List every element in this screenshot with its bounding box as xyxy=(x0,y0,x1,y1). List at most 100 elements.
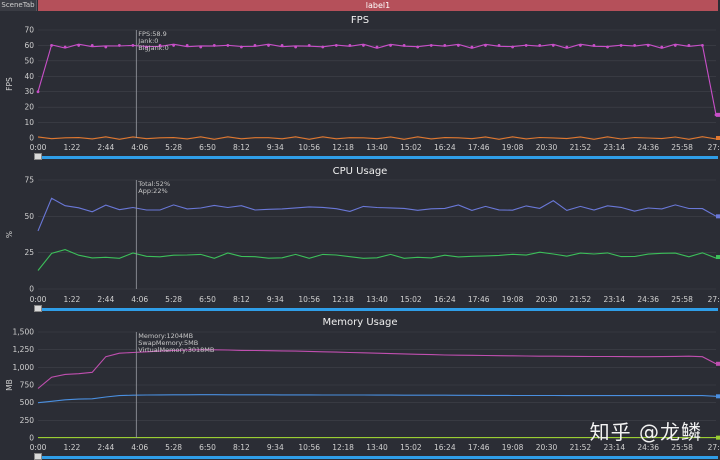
fps-data-point xyxy=(321,45,325,49)
fps-data-point xyxy=(294,45,298,49)
fps-data-point xyxy=(145,45,148,49)
fps-data-point xyxy=(172,44,176,47)
memory-y-axis-label: MB xyxy=(5,379,14,391)
fps-y-tick-label: 60 xyxy=(24,41,34,50)
fps-data-point xyxy=(375,45,379,49)
fps-data-point xyxy=(267,44,270,47)
fps-data-point xyxy=(389,44,392,47)
tab-bar: SceneTab label1 xyxy=(0,0,720,12)
cpu-x-tick-label: 6:50 xyxy=(199,295,216,304)
cpu-x-tick-label: 25:58 xyxy=(671,295,693,304)
fps-data-point xyxy=(687,44,691,47)
memory-cursor-annotation: VirtualMemory:3018MB xyxy=(138,346,214,354)
fps-chart-title: FPS xyxy=(350,15,370,26)
fps-data-point xyxy=(429,44,433,47)
memory-x-tick-label: 8:12 xyxy=(233,443,250,452)
memory-y-tick-label: 250 xyxy=(20,416,35,425)
fps-data-point xyxy=(511,45,514,49)
memory-scrollbar[interactable] xyxy=(42,456,718,459)
cpu-scrollbar[interactable] xyxy=(42,308,718,311)
fps-x-tick-label: 20:30 xyxy=(536,143,558,152)
memory-y-tick-label: 1,000 xyxy=(13,363,35,372)
memory-x-tick-label: 2:44 xyxy=(97,443,114,452)
fps-data-point xyxy=(240,45,243,49)
cpu-scroll-handle[interactable] xyxy=(34,305,42,312)
memory-x-tick-label: 13:40 xyxy=(366,443,388,452)
watermark-text: 知乎 @龙鳞 xyxy=(589,420,702,444)
tab-label1[interactable]: label1 xyxy=(38,0,718,11)
fps-x-tick-label: 0:00 xyxy=(30,143,47,152)
fps-data-point xyxy=(660,45,664,49)
fps-x-tick-label: 15:02 xyxy=(400,143,422,152)
memory-series-line-0 xyxy=(37,349,717,389)
memory-x-tick-label: 23:14 xyxy=(603,443,625,452)
memory-series-marker-2 xyxy=(716,435,720,440)
fps-y-tick-label: 20 xyxy=(24,103,34,112)
fps-data-point xyxy=(619,44,623,47)
cpu-x-tick-label: 1:22 xyxy=(63,295,80,304)
fps-data-point xyxy=(280,44,284,47)
cpu-series-line-1 xyxy=(37,249,717,271)
fps-data-point xyxy=(402,44,406,47)
fps-x-tick-label: 8:12 xyxy=(233,143,250,152)
fps-data-point xyxy=(416,45,420,49)
memory-x-tick-label: 16:24 xyxy=(434,443,456,452)
memory-x-tick-label: 9:34 xyxy=(267,443,284,452)
cpu-x-tick-label: 15:02 xyxy=(400,295,422,304)
fps-series-line-0 xyxy=(37,43,717,115)
fps-x-tick-label: 16:24 xyxy=(434,143,456,152)
cpu-series-line-0 xyxy=(37,197,717,232)
cpu-x-tick-label: 5:28 xyxy=(165,295,182,304)
fps-x-tick-label: 2:44 xyxy=(97,143,114,152)
memory-y-tick-label: 0 xyxy=(29,434,34,443)
memory-x-tick-label: 12:18 xyxy=(332,443,354,452)
fps-scrollbar[interactable] xyxy=(42,156,718,159)
fps-x-tick-label: 24:36 xyxy=(637,143,659,152)
fps-cursor-annotation: BigJank:0 xyxy=(138,44,169,52)
fps-data-point xyxy=(565,45,569,49)
cpu-x-tick-label: 8:12 xyxy=(233,295,250,304)
fps-data-point xyxy=(484,44,487,47)
fps-y-tick-label: 30 xyxy=(24,87,34,96)
fps-x-tick-label: 1:22 xyxy=(63,143,80,152)
fps-cursor-annotation: FPS:58.9 xyxy=(138,30,166,38)
memory-x-tick-label: 4:06 xyxy=(131,443,148,452)
fps-data-point xyxy=(63,45,67,49)
fps-chart[interactable]: 0 10 20 30 40 50 60 70 FPS 0:00 1:22 2:44 4:06 5:28 6:… xyxy=(0,12,720,162)
tab-scene[interactable]: SceneTab xyxy=(0,0,37,11)
fps-data-point xyxy=(701,44,704,47)
cpu-cursor-annotation: Total:52% xyxy=(137,180,170,188)
cpu-x-tick-label: 21:52 xyxy=(570,295,592,304)
cpu-x-tick-label: 19:08 xyxy=(502,295,524,304)
cpu-x-tick-label: 23:14 xyxy=(603,295,625,304)
cpu-y-tick-label: 50 xyxy=(24,212,34,221)
fps-data-point xyxy=(185,44,189,47)
cpu-x-tick-label: 16:24 xyxy=(434,295,456,304)
memory-x-tick-label: 27:0 xyxy=(708,443,720,452)
fps-data-point xyxy=(633,44,637,47)
memory-series-marker-1 xyxy=(716,394,720,399)
memory-x-tick-label: 6:50 xyxy=(199,443,216,452)
fps-y-tick-label: 10 xyxy=(24,118,34,127)
memory-chart[interactable]: 0 250 500 750 1,000 1,250 1,500 MB 0:00 1:22 2:44 4… xyxy=(0,314,720,460)
fps-data-point xyxy=(592,44,596,47)
memory-x-tick-label: 0:00 xyxy=(30,443,47,452)
cpu-x-tick-label: 9:34 xyxy=(267,295,284,304)
cpu-series-marker-1 xyxy=(716,255,720,260)
memory-series-marker-0 xyxy=(716,361,720,366)
fps-data-point xyxy=(104,45,108,49)
fps-data-point xyxy=(253,44,257,47)
fps-data-point xyxy=(212,44,216,47)
memory-scroll-handle[interactable] xyxy=(34,453,42,460)
cpu-chart[interactable]: 0 25 50 75% 0:00 1:22 2:44 4:06 5:28 6:50 8:12 9:34… xyxy=(0,162,720,314)
fps-data-point xyxy=(307,44,311,47)
fps-data-point xyxy=(36,90,40,94)
cpu-x-tick-label: 0:00 xyxy=(30,295,47,304)
fps-x-tick-label: 9:34 xyxy=(267,143,284,152)
fps-x-tick-label: 23:14 xyxy=(603,143,625,152)
cpu-x-tick-label: 27:0 xyxy=(708,295,720,304)
fps-data-point xyxy=(90,44,94,47)
fps-data-point xyxy=(524,44,528,47)
fps-scroll-handle[interactable] xyxy=(34,153,42,160)
memory-x-tick-label: 5:28 xyxy=(165,443,182,452)
